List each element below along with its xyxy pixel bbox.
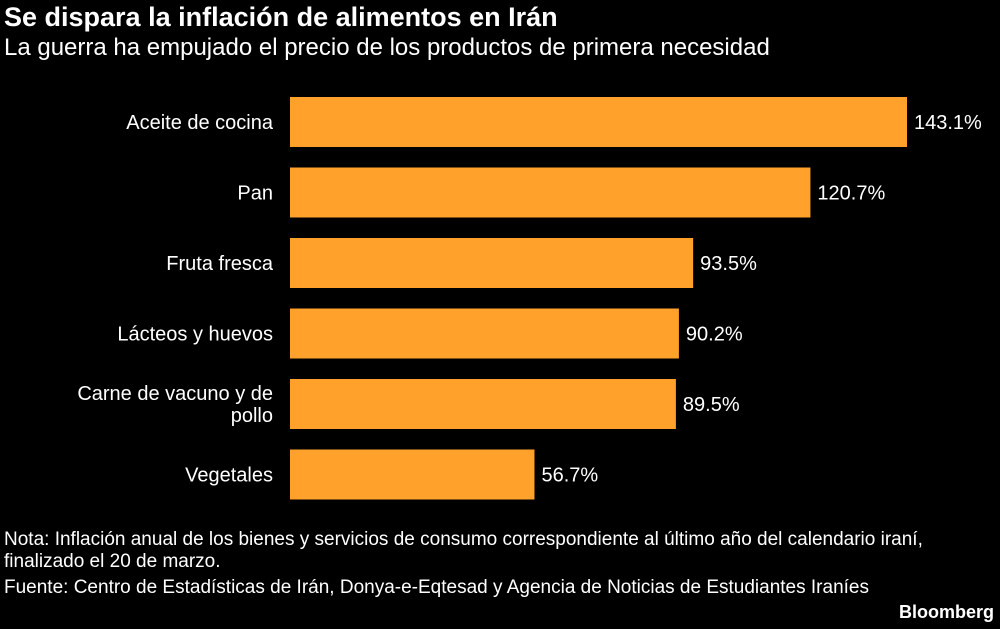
- bar: [290, 308, 679, 359]
- category-label: Pan: [237, 183, 273, 205]
- bar: [290, 449, 535, 500]
- bar: [290, 97, 907, 147]
- value-label: 90.2%: [686, 324, 743, 346]
- value-label: 93.5%: [700, 253, 757, 275]
- chart-source: Fuente: Centro de Estadísticas de Irán, …: [4, 577, 869, 598]
- bar-chart: 143.1% Aceite de cocina 120.7% Pan 93.5% Frut…: [77, 97, 982, 500]
- bar: [290, 167, 811, 218]
- value-label: 143.1%: [914, 112, 982, 134]
- bloomberg-logo: Bloomberg: [898, 602, 994, 622]
- category-label: Carne de vacuno y de: [77, 383, 273, 405]
- category-label: Vegetales: [185, 465, 273, 487]
- category-label: Aceite de cocina: [126, 112, 274, 134]
- chart-note: Nota: Inflación anual de los bienes y se…: [4, 529, 923, 572]
- category-label: Lácteos y huevos: [117, 324, 273, 346]
- category-label: Fruta fresca: [166, 253, 274, 275]
- value-label: 56.7%: [541, 465, 598, 487]
- value-label: 89.5%: [683, 394, 740, 416]
- bar: [290, 379, 676, 429]
- chart-subtitle: La guerra ha empujado el precio de los p…: [4, 34, 770, 61]
- bar: [290, 238, 694, 288]
- value-label: 120.7%: [817, 183, 885, 205]
- category-label: pollo: [231, 405, 273, 427]
- chart-title: Se dispara la inflación de alimentos en …: [4, 2, 558, 32]
